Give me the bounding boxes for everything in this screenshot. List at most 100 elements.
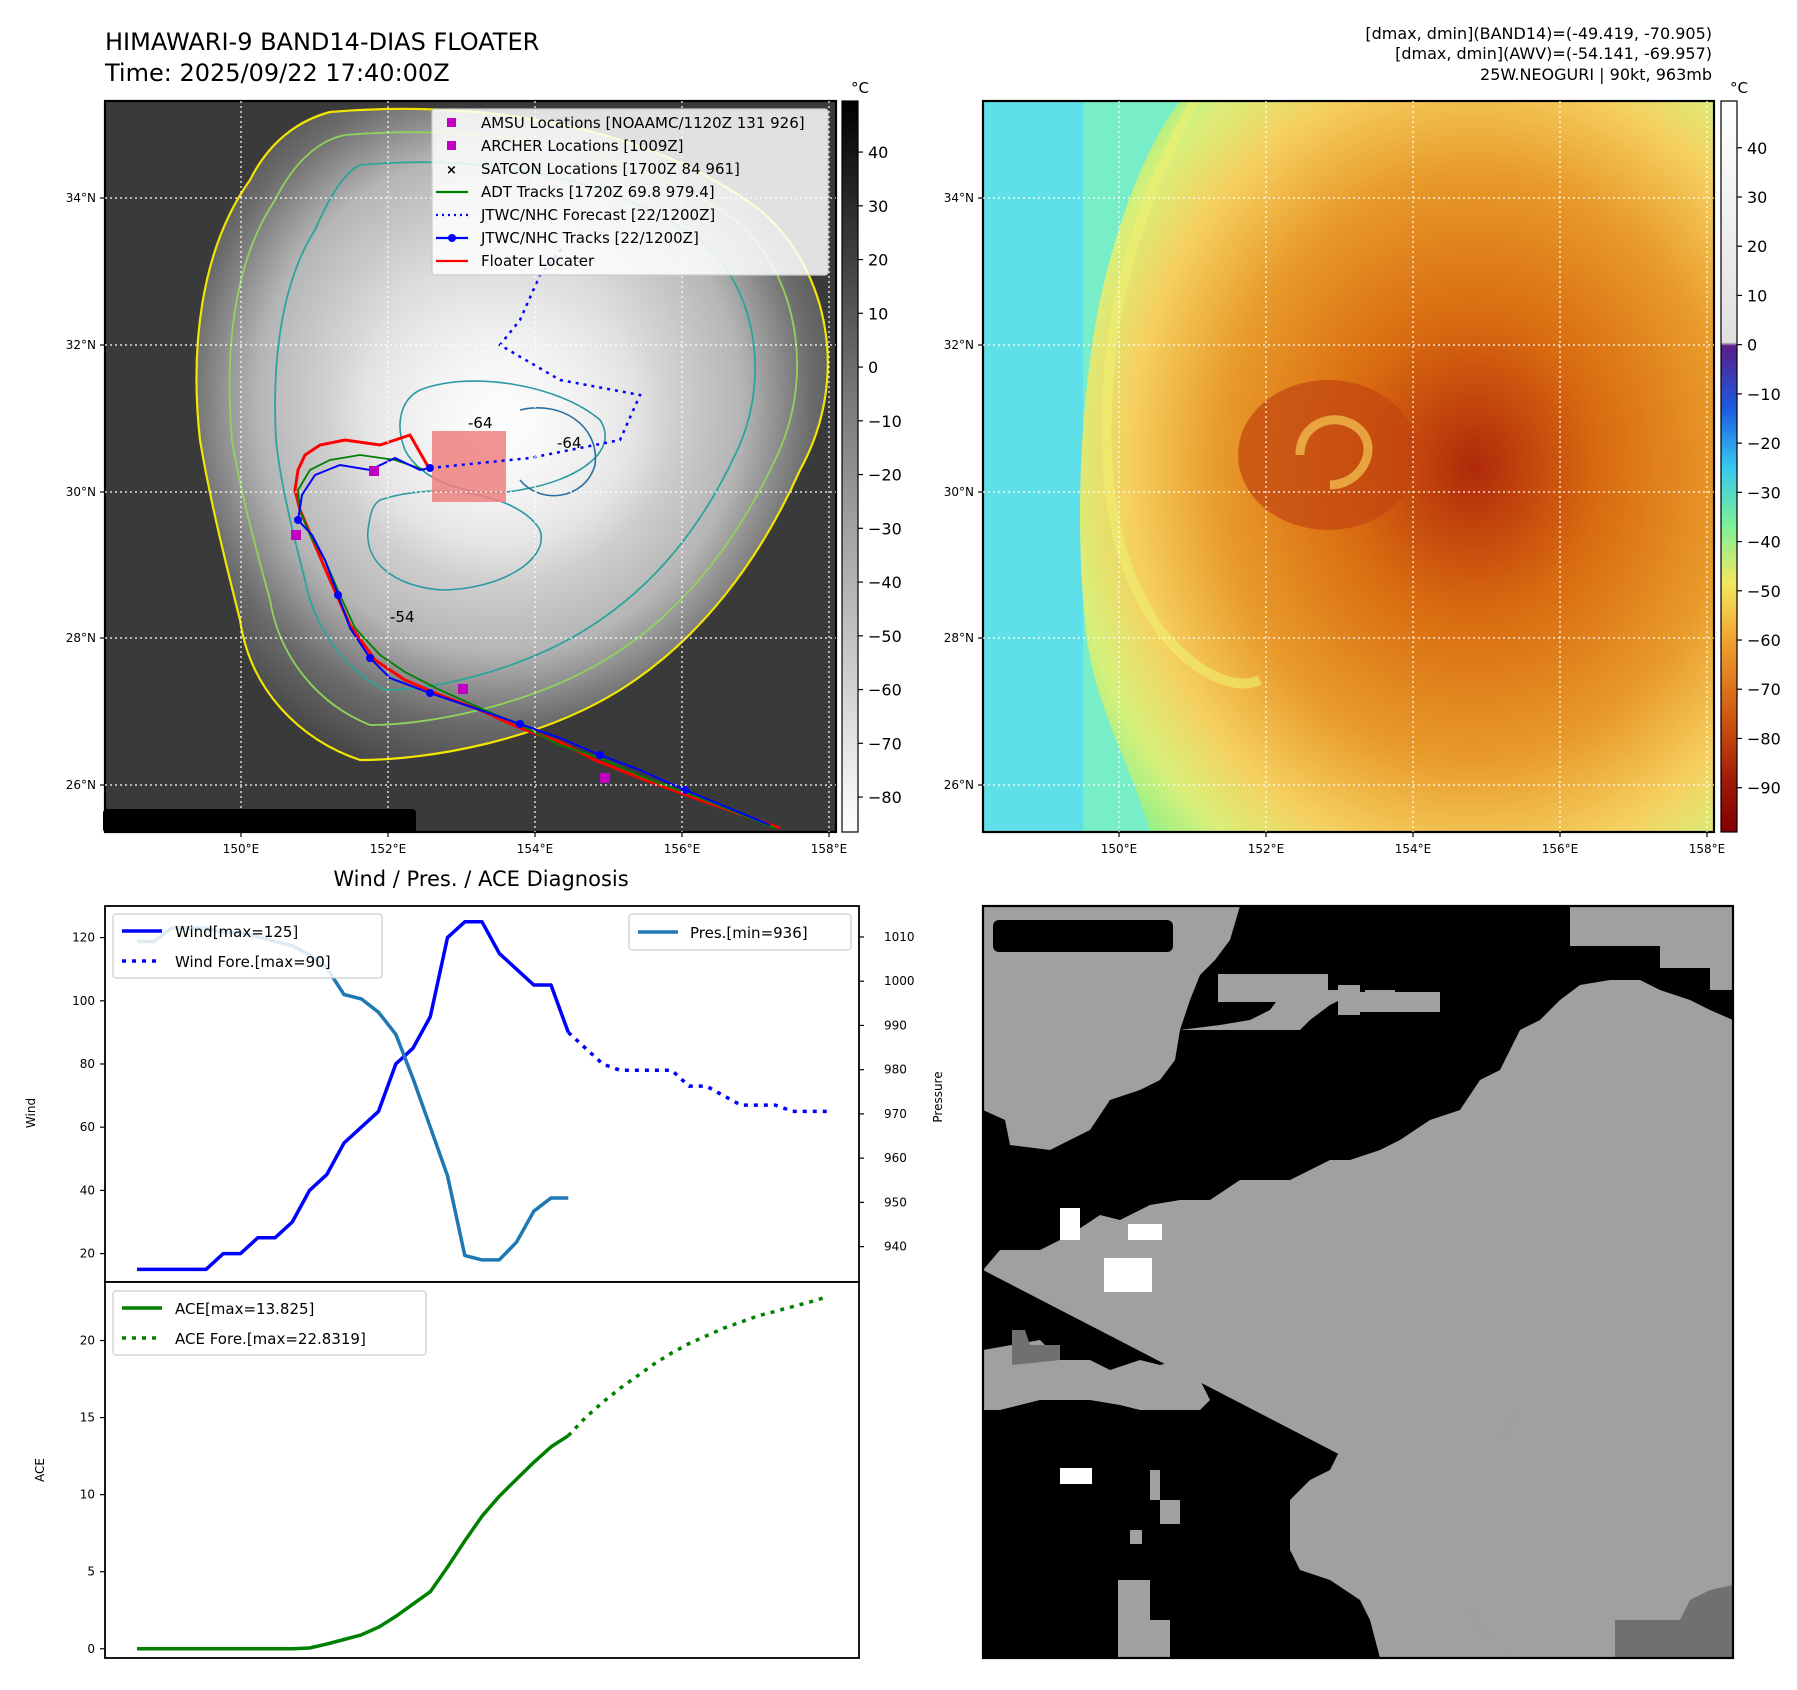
- wv-colorbar-tick-label: −90: [1747, 779, 1781, 798]
- ir-map-lon-label: 154°E: [517, 842, 554, 856]
- ir-colorbar-ramp: [841, 100, 859, 833]
- wv-colorbar-tick-label: −60: [1747, 631, 1781, 650]
- wind-fore-legend-label: Wind Fore.[max=90]: [175, 953, 331, 971]
- y-tick-label: 120: [72, 931, 95, 945]
- ir-colorbar-unit: °C: [851, 79, 869, 97]
- archer-amsu-markers: [291, 466, 610, 783]
- y2-tick-label: 980: [884, 1063, 907, 1077]
- ir-colorbar-tick-label: −30: [868, 519, 902, 538]
- legend-label: JTWC/NHC Tracks [22/1200Z]: [480, 229, 699, 247]
- ir-colorbar-tick-label: −50: [868, 627, 902, 646]
- series-line-0: [137, 1434, 570, 1651]
- wind-axis-label: Wind: [24, 1098, 38, 1128]
- ir-colorbar-tick-label: −70: [868, 734, 902, 753]
- y-tick-label: 20: [80, 1334, 95, 1348]
- ir-map-lon-label: 156°E: [664, 842, 701, 856]
- ace-chart: ACE 0 5 10 15 20 ACE[max=13.825] ACE Fore.[m…: [33, 1281, 860, 1659]
- y2-tick-label: 970: [884, 1107, 907, 1121]
- y-tick-label: 15: [80, 1411, 95, 1425]
- legend-x-marker: ×: [446, 163, 457, 178]
- wv-map-lon-label: 152°E: [1248, 842, 1285, 856]
- y-tick-label: 10: [80, 1488, 95, 1502]
- ir-map-frame: [103, 99, 838, 834]
- wv-colorbar-tick-label: −80: [1747, 729, 1781, 748]
- floater-locater-box: [432, 431, 506, 502]
- wmg-panel: WMG Count: 0: [981, 904, 1735, 1660]
- central-dense-overcast: [330, 280, 670, 580]
- legend-label: Floater Locater: [481, 252, 595, 270]
- ir-map-gridlines: 34°N 32°N 30°N 28°N 26°N 150°E 152°E 154°E 156°E…: [66, 101, 848, 856]
- wv-colorbar-unit: °C: [1730, 79, 1748, 97]
- ir-colorbar-tick-label: 10: [868, 304, 888, 323]
- wv-map-lat-label: 26°N: [944, 778, 974, 792]
- y2-tick-label: 990: [884, 1018, 907, 1032]
- wv-colorbar-tick-label: 40: [1747, 139, 1767, 158]
- wv-core: [1238, 380, 1418, 530]
- stats-awv: [dmax, dmin](AWV)=(-54.141, -69.957): [1395, 44, 1712, 63]
- wv-colorbar-tick-label: −70: [1747, 680, 1781, 699]
- ir-map-lat-label: 28°N: [66, 631, 96, 645]
- jtwc-forecast-track: [429, 247, 642, 470]
- wv-map-frame: [981, 99, 1716, 834]
- ir-map-lat-label: 26°N: [66, 778, 96, 792]
- wmg-white-regions: [1060, 1208, 1162, 1484]
- y2-tick-label: 940: [884, 1240, 907, 1254]
- ir-colorbar-tick-label: 30: [868, 197, 888, 216]
- wv-map-lat-label: 28°N: [944, 631, 974, 645]
- wv-colorbar: °C 40 30 20 10 0 −10 −20 −30 −40 −50 −60 −70 −80 −90: [1720, 79, 1781, 833]
- legend-label: ARCHER Locations [1009Z]: [481, 137, 684, 155]
- y2-tick-label: 1010: [884, 930, 915, 944]
- wv-eyewall-spiral: [1295, 415, 1373, 490]
- ir-map-lat-label: 34°N: [66, 191, 96, 205]
- ir-colorbar-tick-label: −60: [868, 681, 902, 700]
- copyright-box: [103, 809, 416, 833]
- ir-colorbar-tick-label: 40: [868, 143, 888, 162]
- ir-colorbar-tick-label: 0: [868, 358, 878, 377]
- pressure-legend: Pres.[min=936]: [628, 913, 852, 951]
- ir-colorbar-tick-label: −10: [868, 412, 902, 431]
- ir-colorbar-tick-label: −20: [868, 466, 902, 485]
- wmg-frame: [981, 904, 1735, 1660]
- ir-colorbar: °C 40 30 20 10 0 −10 −20 −30 −40 −50 −60 −70 −80: [841, 79, 902, 833]
- wind-pressure-chart: Wind Pressure 20 40 60 80 100 120 940 950 960 970…: [24, 905, 945, 1283]
- wv-map-lat-label: 34°N: [944, 191, 974, 205]
- ir-map-lat-label: 30°N: [66, 485, 96, 499]
- jtwc-track-points: [294, 464, 689, 794]
- ir-map-lon-label: 158°E: [811, 842, 848, 856]
- legend-label: AMSU Locations [NOAAMC/1120Z 131 926]: [481, 114, 805, 132]
- ir-map-legend: AMSU Locations [NOAAMC/1120Z 131 926] ARC…: [431, 108, 829, 276]
- wv-map-lon-label: 158°E: [1689, 842, 1726, 856]
- y-tick-label: 60: [80, 1120, 95, 1134]
- wv-colorbar-tick-label: −30: [1747, 483, 1781, 502]
- wv-moisture-boundary: [1101, 101, 1263, 689]
- y-tick-label: 20: [80, 1247, 95, 1261]
- storm-info: 25W.NEOGURI | 90kt, 963mb: [1480, 65, 1712, 84]
- jtwc-track: [296, 456, 771, 826]
- y2-tick-label: 960: [884, 1151, 907, 1165]
- pressure-legend-label: Pres.[min=936]: [690, 924, 808, 942]
- ir-colorbar-tick-label: −40: [868, 573, 902, 592]
- contour-label-1: -64: [468, 414, 493, 432]
- pressure-axis-label: Pressure: [931, 1071, 945, 1122]
- contour-inner-1: [399, 380, 606, 494]
- wv-colorbar-tick-label: 30: [1747, 188, 1767, 207]
- contour-inner-2: [519, 407, 597, 497]
- wv-map-lat-label: 32°N: [944, 338, 974, 352]
- wv-map-lat-label: 30°N: [944, 485, 974, 499]
- wv-colorbar-tick-label: −50: [1747, 582, 1781, 601]
- y-tick-label: 0: [87, 1642, 95, 1656]
- series-line-0: [137, 920, 570, 1272]
- stats-band14: [dmax, dmin](BAND14)=(-49.419, -70.905): [1365, 24, 1712, 43]
- wv-colorbar-tick-label: −10: [1747, 385, 1781, 404]
- wv-colorbar-tick-label: 10: [1747, 286, 1767, 305]
- contour-label-2: -64: [557, 434, 582, 452]
- wv-colorbar-tick-label: 20: [1747, 237, 1767, 256]
- wind-legend-label: Wind[max=125]: [175, 923, 298, 941]
- legend-square-marker: [447, 118, 456, 127]
- wind-legend: Wind[max=125] Wind Fore.[max=90]: [112, 913, 383, 979]
- wv-colorbar-tick-label: 0: [1747, 336, 1757, 355]
- ace-axis-label: ACE: [33, 1458, 47, 1482]
- wv-colorbar-ramp: [1720, 100, 1738, 833]
- y-tick-label: 5: [87, 1565, 95, 1579]
